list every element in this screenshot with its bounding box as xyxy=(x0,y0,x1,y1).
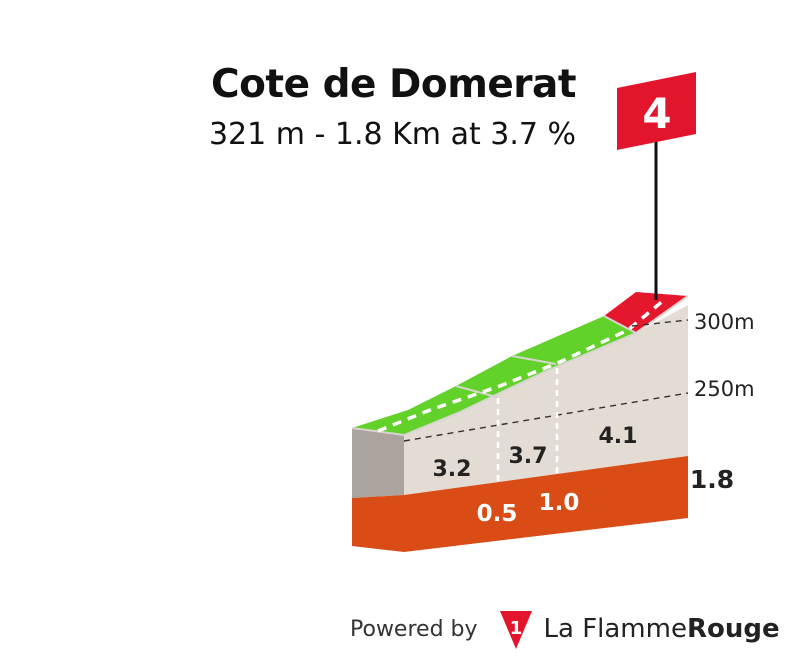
footer: Powered by 1 La Flamme Rouge xyxy=(350,607,780,651)
km-label: 1.0 xyxy=(539,490,580,516)
km-label: 0.5 xyxy=(477,501,518,527)
brand-name-part2: Rouge xyxy=(686,614,780,644)
slope-dashed-line xyxy=(377,298,666,433)
slope-outline xyxy=(351,295,689,437)
category-flag xyxy=(617,72,696,150)
profile-face xyxy=(404,305,688,495)
brand-name-part1: La Flamme xyxy=(543,614,687,644)
gradient-label: 4.1 xyxy=(599,424,638,449)
svg-text:1: 1 xyxy=(509,618,522,639)
category-number: 4 xyxy=(642,89,671,138)
total-distance-label: 1.8 xyxy=(690,465,734,494)
climb-name: Cote de Domerat xyxy=(211,62,576,107)
climb-summary: 321 m - 1.8 Km at 3.7 % xyxy=(208,117,576,152)
gradient-label: 3.2 xyxy=(433,457,472,482)
profile-base-band xyxy=(352,456,688,552)
altitude-line-250 xyxy=(403,392,689,442)
slope-top-green xyxy=(352,316,636,435)
gradient-label: 3.7 xyxy=(509,444,548,469)
powered-by-text: Powered by xyxy=(350,616,478,642)
flamme-rouge-logo-icon: 1 xyxy=(499,611,532,649)
slope-top-red xyxy=(604,292,688,333)
altitude-line-300 xyxy=(631,319,689,327)
altitude-label: 300m xyxy=(694,310,755,334)
altitude-label: 250m xyxy=(694,377,755,401)
profile-side-wall xyxy=(352,428,404,498)
